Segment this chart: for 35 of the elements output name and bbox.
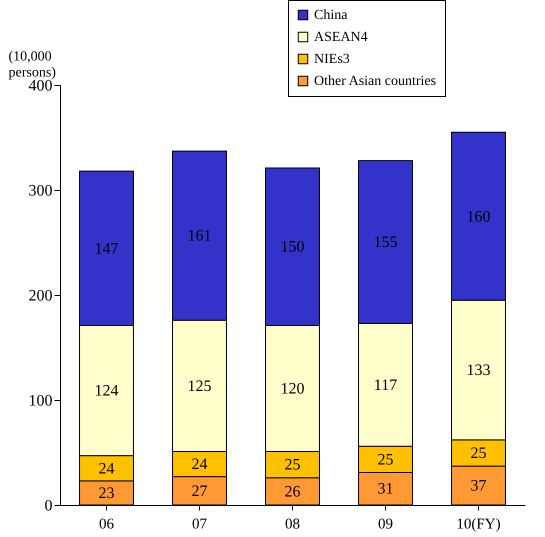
data-label: 117 (374, 376, 398, 394)
x-tick-label: 09 (378, 516, 393, 532)
data-label: 23 (98, 484, 114, 502)
y-tick-label: 300 (28, 182, 52, 200)
y-tick-label: 0 (44, 498, 52, 514)
x-tick-label: 10(FY) (456, 516, 501, 532)
data-label: 125 (188, 378, 212, 395)
data-label: 27 (192, 482, 208, 500)
data-label: 161 (188, 228, 212, 245)
data-label: 26 (284, 483, 300, 500)
data-label: 155 (374, 234, 398, 251)
data-label: 147 (94, 240, 118, 258)
x-tick-label: 07 (192, 516, 208, 532)
data-label: 25 (284, 456, 300, 474)
legend-label: NIEs3 (314, 52, 350, 67)
data-label: 120 (280, 380, 304, 398)
x-tick-label: 08 (285, 516, 300, 532)
y-tick-label: 200 (28, 288, 52, 304)
legend-label: Other Asian countries (314, 74, 436, 89)
y-tick-label: 100 (28, 392, 52, 410)
y-axis-title: (10,000 persons) (8, 50, 56, 80)
legend-label: China (314, 8, 348, 23)
legend-label: ASEAN4 (314, 30, 368, 45)
data-label: 160 (466, 208, 490, 226)
data-label: 25 (378, 451, 394, 468)
data-label: 24 (98, 460, 114, 478)
data-label: 124 (94, 382, 118, 400)
data-label: 150 (280, 238, 304, 256)
x-tick-label: 06 (99, 516, 114, 532)
y-tick-label: 400 (28, 78, 52, 94)
data-label: 25 (470, 445, 486, 462)
data-label: 133 (466, 362, 490, 380)
data-label: 37 (470, 478, 486, 495)
data-label: 31 (378, 480, 394, 498)
data-label: 24 (192, 456, 208, 474)
